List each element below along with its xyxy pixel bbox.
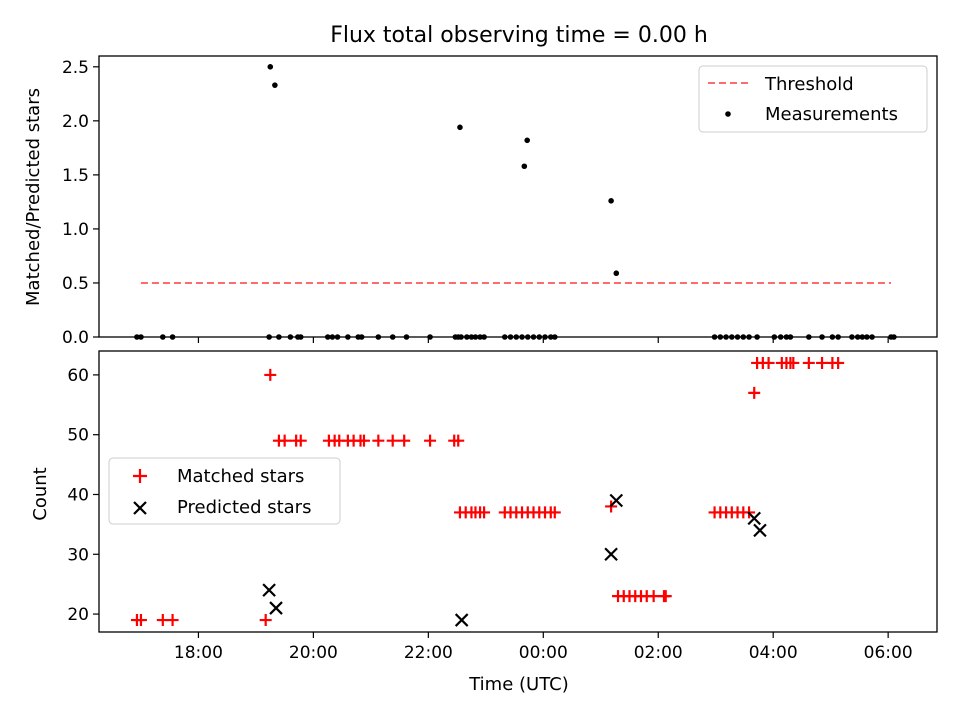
matched-stars-point <box>386 434 399 447</box>
bottom-y-tick-label: 20 <box>67 605 89 625</box>
matched-stars-point <box>748 386 761 399</box>
matched-stars-point <box>134 614 147 627</box>
top-legend-box <box>698 65 928 133</box>
predicted-stars-point <box>747 511 762 526</box>
x-tick-label: 00:00 <box>519 643 568 663</box>
bottom-plot-area: 20 30 40 50 60 18:00 20:00 22:00 00:00 02:00 04:00… <box>67 356 913 663</box>
matched-stars-point <box>294 434 307 447</box>
measurements-point <box>521 163 528 170</box>
predicted-stars-point <box>609 493 624 508</box>
top-plot-area: 0.0 0.5 1.0 1.5 2.0 2.5 <box>62 58 897 348</box>
threshold-legend-label: Threshold <box>764 74 854 95</box>
chart-title: Flux total observing time = 0.00 h <box>330 23 708 48</box>
bottom-legend: Matched stars Predicted stars <box>108 457 341 525</box>
matched-stars-point <box>762 356 775 369</box>
matched-stars-point <box>478 506 491 519</box>
bottom-legend-box <box>108 457 341 525</box>
predicted-stars-point <box>753 523 767 538</box>
predicted-stars-point <box>604 547 618 562</box>
top-y-tick-label: 0.0 <box>62 328 89 348</box>
top-y-tick-label: 2.5 <box>62 58 89 78</box>
bottom-y-tick-label: 50 <box>67 426 89 446</box>
x-axis-label: Time (UTC) <box>468 674 569 695</box>
measurements-legend-swatch <box>725 111 731 117</box>
matched-stars-point <box>357 434 370 447</box>
matched-stars-point <box>166 614 179 627</box>
top-axes-frame <box>98 55 938 338</box>
predicted-stars-point <box>262 583 276 597</box>
matched-stars-legend-swatch <box>133 469 147 483</box>
matched-stars-point <box>259 614 272 627</box>
matched-stars-point <box>787 356 800 369</box>
matched-stars-point <box>647 590 660 603</box>
bottom-y-tick-label: 60 <box>67 366 89 386</box>
top-y-tick-label: 2.0 <box>62 112 89 132</box>
top-y-axis-label: Matched/Predicted stars <box>23 88 44 306</box>
predicted-stars-legend-swatch <box>133 501 147 515</box>
bottom-y-axis-label: Count <box>30 467 51 520</box>
measurements-legend-label: Measurements <box>765 104 898 125</box>
x-tick-label: 06:00 <box>864 643 913 663</box>
predicted-stars-point <box>454 613 469 627</box>
top-legend: Threshold Measurements <box>698 65 928 133</box>
x-tick-label: 04:00 <box>749 643 798 663</box>
x-tick-label: 18:00 <box>174 643 223 663</box>
x-tick-label: 02:00 <box>634 643 683 663</box>
x-tick-label: 22:00 <box>404 643 453 663</box>
matched-stars-point <box>278 434 291 447</box>
matched-stars-point <box>548 506 561 519</box>
top-y-tick-label: 0.5 <box>62 274 89 294</box>
matched-stars-point <box>802 356 815 369</box>
matched-stars-point <box>424 434 437 447</box>
x-tick-label: 20:00 <box>289 643 338 663</box>
matched-stars-point <box>398 434 411 447</box>
measurements-point <box>267 64 274 70</box>
matched-stars-point <box>452 434 465 447</box>
matched-stars-point <box>832 356 845 369</box>
bottom-y-tick-label: 40 <box>67 485 89 505</box>
matched-stars-point <box>264 368 277 381</box>
matched-stars-legend-label: Matched stars <box>177 466 304 487</box>
predicted-stars-legend-label: Predicted stars <box>177 497 311 518</box>
top-y-tick-label: 1.5 <box>62 166 89 186</box>
top-y-tick-label: 1.0 <box>62 220 89 240</box>
bottom-axes-frame <box>98 350 938 633</box>
measurements-point <box>272 82 278 88</box>
matched-stars-point <box>659 590 672 603</box>
bottom-y-tick-label: 30 <box>67 545 89 565</box>
measurements-point <box>457 124 463 131</box>
measurements-point <box>608 198 614 204</box>
measurements-point <box>524 137 530 144</box>
predicted-stars-point <box>269 601 283 615</box>
measurements-point <box>613 270 620 277</box>
matched-stars-point <box>372 434 385 447</box>
matched-stars-point <box>816 356 829 369</box>
